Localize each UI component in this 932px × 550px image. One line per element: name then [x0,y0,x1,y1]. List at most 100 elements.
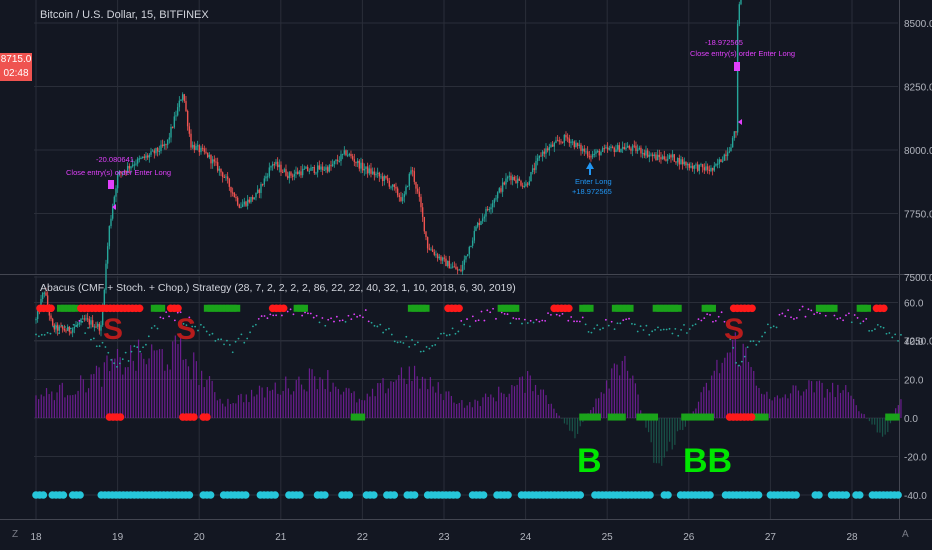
histogram-bar [537,394,539,418]
candle-body [380,176,382,178]
green-square [663,304,671,312]
zoom-icon[interactable]: Z [12,529,19,540]
stoch-point [512,317,515,319]
candle-body [373,171,376,176]
candle-body [505,178,507,185]
green-square [586,413,594,421]
green-square [350,413,358,421]
green-square [667,304,675,312]
candle-body [695,164,697,166]
candle-body [163,144,166,147]
candle-body [410,170,412,174]
candle-body [715,164,717,166]
stoch-point [842,319,845,322]
green-square [56,304,64,312]
stoch-point [798,309,801,311]
stoch-point [613,328,616,331]
histogram-bar [340,394,342,418]
stoch-point [703,317,706,320]
histogram-bar [187,366,190,418]
histogram-bar [445,391,447,418]
candle-body [480,221,482,226]
stoch-point [874,328,876,331]
histogram-bar [724,357,726,418]
candle-body [536,158,539,161]
candle-body [351,156,354,160]
candle-body [665,159,667,161]
green-square [826,304,834,312]
stoch-point [879,325,882,328]
stoch-point [700,319,703,322]
histogram-bar [503,393,505,418]
stoch-point [685,332,688,334]
stoch-point [865,317,868,320]
candle-body [108,226,111,247]
candle-body [453,266,456,268]
candle-body [161,144,164,147]
day-tick-label: 21 [275,532,287,543]
histogram-bar [424,378,426,418]
stoch-point [257,317,260,320]
histogram-bar [45,388,48,418]
candle-body [181,94,184,100]
histogram-bar [448,391,450,418]
candle-body [555,140,557,143]
stoch-point [223,343,225,346]
stoch-point [642,329,645,331]
histogram-bar [48,394,50,418]
candle-body [375,173,377,176]
candle-body [376,172,379,174]
candle-body [353,159,356,163]
stoch-point [541,319,544,322]
stoch-point [165,311,168,314]
candle-body [446,260,449,267]
red-dot [748,304,756,313]
histogram-bar [114,358,116,418]
green-square [695,413,703,421]
stoch-point [717,315,720,318]
stoch-point [46,331,49,334]
histogram-bar [871,418,873,425]
histogram-bar [742,343,744,418]
stoch-point [292,313,295,316]
candle-body [158,150,161,152]
stoch-point [477,319,480,322]
histogram-bar [203,387,205,418]
histogram-bar [179,335,182,418]
histogram-bar [177,344,179,418]
indicator-tick-label: 20.0 [904,376,924,387]
stoch-point [486,309,489,312]
cyan-dot [754,491,763,499]
candle-body [370,168,372,174]
cyan-dot [815,491,823,499]
candle-body [656,154,659,161]
stoch-point [778,313,781,316]
candle-body [283,169,286,173]
auto-scale-icon[interactable]: A [902,529,909,540]
green-square [864,304,872,312]
cyan-dot [792,491,800,499]
candle-body [651,154,654,157]
histogram-bar [51,391,53,418]
candle-body [596,150,599,152]
histogram-bar [137,339,140,418]
signal-rows-group [32,304,902,499]
candle-body [503,182,506,185]
histogram-bar [532,391,534,418]
histogram-bar [229,404,232,418]
green-square [705,304,713,312]
stoch-point [356,315,359,318]
candle-body [341,153,344,155]
stoch-point [55,325,58,328]
histogram-bar [484,393,487,418]
stoch-point [868,329,871,332]
green-square [681,413,689,421]
candle-body [348,153,351,156]
stoch-point [535,318,538,321]
stoch-point [350,318,353,320]
stoch-point [416,341,419,344]
histogram-bar [240,393,242,418]
histogram-bar [784,394,786,418]
histogram-bar [111,358,113,418]
